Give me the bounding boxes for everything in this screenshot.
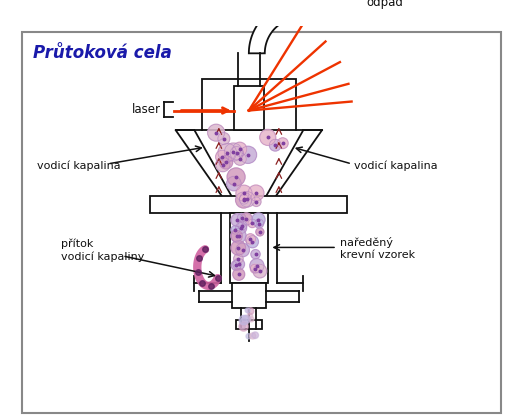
Bar bbox=[232, 283, 266, 308]
Circle shape bbox=[230, 147, 243, 160]
Circle shape bbox=[227, 168, 245, 186]
Circle shape bbox=[231, 261, 241, 270]
Circle shape bbox=[242, 315, 251, 323]
Polygon shape bbox=[249, 2, 300, 53]
Bar bbox=[230, 213, 268, 283]
Circle shape bbox=[224, 143, 242, 161]
Circle shape bbox=[239, 322, 248, 331]
Circle shape bbox=[252, 332, 258, 339]
Text: Průtoková cela: Průtoková cela bbox=[33, 44, 172, 62]
Circle shape bbox=[247, 308, 254, 314]
Circle shape bbox=[231, 225, 240, 234]
Circle shape bbox=[233, 259, 245, 270]
Text: laser: laser bbox=[132, 103, 161, 116]
Circle shape bbox=[260, 129, 276, 145]
Circle shape bbox=[252, 197, 261, 207]
Circle shape bbox=[240, 191, 255, 207]
Circle shape bbox=[226, 176, 241, 191]
Text: odpad: odpad bbox=[366, 0, 403, 9]
Bar bbox=[236, 320, 262, 329]
Circle shape bbox=[218, 132, 230, 145]
Circle shape bbox=[236, 222, 247, 233]
Circle shape bbox=[234, 153, 246, 165]
Circle shape bbox=[234, 254, 243, 263]
Circle shape bbox=[269, 139, 281, 151]
Circle shape bbox=[240, 323, 245, 329]
Circle shape bbox=[237, 214, 246, 222]
Circle shape bbox=[233, 142, 247, 156]
Circle shape bbox=[239, 316, 248, 325]
Circle shape bbox=[236, 243, 249, 257]
Circle shape bbox=[252, 213, 265, 226]
Circle shape bbox=[249, 333, 256, 339]
FancyBboxPatch shape bbox=[22, 32, 501, 414]
Circle shape bbox=[240, 146, 257, 163]
Circle shape bbox=[247, 313, 253, 319]
Circle shape bbox=[277, 138, 288, 149]
Circle shape bbox=[251, 264, 259, 273]
Circle shape bbox=[231, 214, 244, 227]
Circle shape bbox=[219, 155, 233, 169]
Circle shape bbox=[248, 185, 264, 201]
Circle shape bbox=[235, 192, 252, 208]
Circle shape bbox=[215, 150, 229, 163]
Circle shape bbox=[251, 250, 260, 259]
Bar bbox=[234, 86, 264, 130]
Circle shape bbox=[240, 213, 252, 225]
Text: přítok
vodicí kapaliny: přítok vodicí kapaliny bbox=[61, 239, 145, 261]
Circle shape bbox=[240, 195, 249, 204]
Circle shape bbox=[240, 318, 247, 325]
Text: naředěný
krevní vzorek: naředěný krevní vzorek bbox=[340, 237, 415, 260]
Circle shape bbox=[233, 268, 245, 280]
Circle shape bbox=[253, 264, 267, 278]
Bar bbox=[202, 79, 295, 130]
Circle shape bbox=[208, 124, 224, 141]
Circle shape bbox=[250, 259, 264, 273]
Circle shape bbox=[245, 308, 250, 313]
Circle shape bbox=[249, 317, 254, 322]
Circle shape bbox=[231, 230, 242, 242]
Circle shape bbox=[256, 228, 264, 236]
Bar bbox=[151, 196, 347, 213]
Text: vodicí kapalina: vodicí kapalina bbox=[354, 160, 437, 171]
Circle shape bbox=[246, 236, 258, 248]
Circle shape bbox=[218, 143, 236, 162]
Circle shape bbox=[248, 219, 257, 228]
Text: vodicí kapalina: vodicí kapalina bbox=[37, 160, 121, 171]
Circle shape bbox=[215, 158, 230, 172]
Circle shape bbox=[231, 241, 246, 255]
Circle shape bbox=[246, 334, 252, 339]
Circle shape bbox=[236, 185, 252, 201]
Circle shape bbox=[238, 221, 247, 230]
Circle shape bbox=[245, 234, 256, 244]
Circle shape bbox=[255, 219, 264, 228]
Circle shape bbox=[231, 228, 246, 243]
